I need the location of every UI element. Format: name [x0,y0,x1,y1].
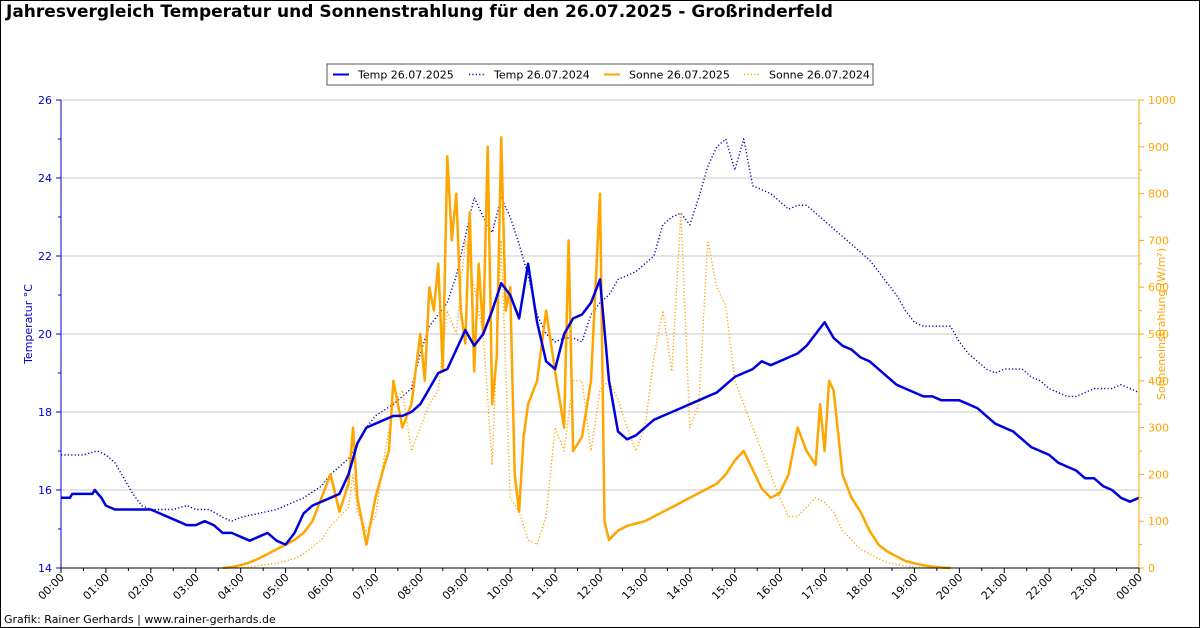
y-right-axis-label: Sonneneinstrahlung (W/m²) [1155,248,1168,400]
x-tick-label: 06:00 [305,571,337,603]
series-line-1 [61,138,1140,522]
x-tick-label: 00:00 [1114,571,1146,603]
x-tick-label: 00:00 [36,571,68,603]
y-right-tick-label: 300 [1148,422,1169,435]
x-tick-label: 16:00 [754,571,786,603]
y-left-tick-label: 20 [38,328,52,341]
x-tick-label: 17:00 [799,571,831,603]
y-right-tick-label: 800 [1148,188,1169,201]
x-tick-label: 04:00 [215,571,247,603]
series-line-2 [222,136,951,570]
x-tick-label: 08:00 [395,571,427,603]
x-tick-label: 09:00 [440,571,472,603]
x-tick-label: 12:00 [575,571,607,603]
x-tick-label: 15:00 [709,571,741,603]
series-line-3 [240,211,951,569]
y-right-tick-label: 900 [1148,141,1169,154]
y-right-tick-label: 600 [1148,281,1169,294]
y-left-tick-label: 26 [38,94,52,107]
legend-label-2: Sonne 26.07.2025 [629,69,730,82]
y-right-tick-label: 500 [1148,328,1169,341]
page-title: Jahresvergleich Temperatur und Sonnenstr… [6,2,833,22]
legend-label-3: Sonne 26.07.2024 [769,69,870,82]
y-right-tick-label: 400 [1148,375,1169,388]
x-tick-label: 20:00 [934,571,966,603]
y-right-tick-label: 200 [1148,468,1169,481]
x-tick-label: 19:00 [889,571,921,603]
y-left-tick-label: 16 [38,484,52,497]
y-left-tick-label: 22 [38,250,52,263]
legend-label-1: Temp 26.07.2024 [493,69,590,82]
x-tick-label: 11:00 [530,571,562,603]
series-group [61,136,1140,570]
y-left-tick-label: 14 [38,562,52,575]
x-tick-label: 01:00 [80,571,112,603]
x-tick-label: 03:00 [170,571,202,603]
x-tick-label: 23:00 [1069,571,1101,603]
x-tick-label: 22:00 [1024,571,1056,603]
series-line-0 [61,262,1140,546]
x-tick-label: 14:00 [664,571,696,603]
x-tick-label: 05:00 [260,571,292,603]
credit-footer: Grafik: Rainer Gerhards | www.rainer-ger… [4,613,276,626]
legend-label-0: Temp 26.07.2025 [357,69,454,82]
x-tick-label: 13:00 [619,571,651,603]
y-right-tick-label: 1000 [1148,94,1176,107]
x-tick-label: 02:00 [125,571,157,603]
y-left-axis-label: Temperatur °C [22,284,35,365]
x-tick-label: 21:00 [979,571,1011,603]
y-right-tick-label: 700 [1148,234,1169,247]
grid [61,99,1139,491]
y-left-tick-label: 18 [38,406,52,419]
legend-box [326,63,874,86]
x-tick-label: 18:00 [844,571,876,603]
x-tick-label: 10:00 [485,571,517,603]
y-left-tick-label: 24 [38,172,52,185]
y-right-tick-label: 0 [1148,562,1155,575]
x-tick-label: 07:00 [350,571,382,603]
y-right-tick-label: 100 [1148,515,1169,528]
legend: Temp 26.07.2025 Temp 26.07.2024 Sonne 26.0… [326,63,874,86]
